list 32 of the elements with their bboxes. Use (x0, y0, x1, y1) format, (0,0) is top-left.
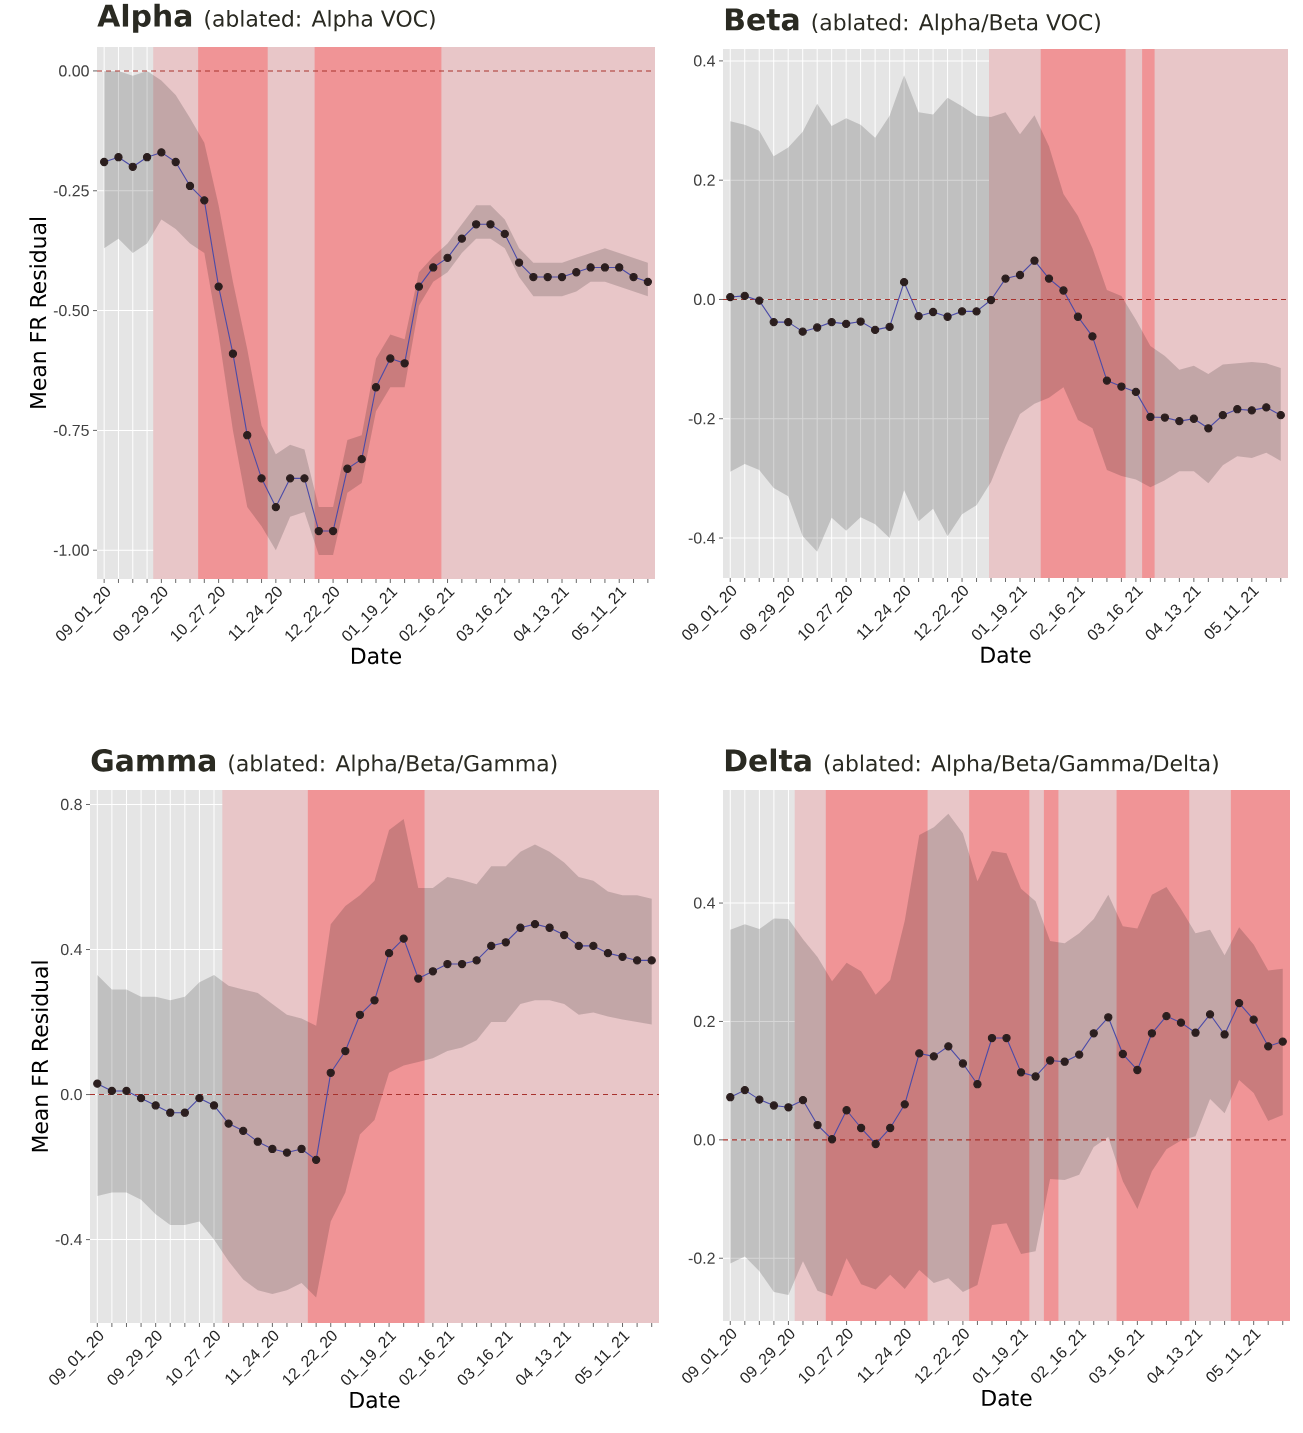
y-tick-label: -0.50 (53, 304, 89, 317)
y-axis-title: Mean FR Residual (29, 217, 47, 408)
chart-title: Gamma (91, 749, 216, 772)
y-tick-label: 0.2 (693, 174, 715, 186)
y-axis-title: Mean FR Residual (31, 961, 49, 1152)
y-tick-label: 0.00 (59, 65, 89, 77)
y-tick-label: 0.0 (60, 1088, 82, 1101)
x-axis-title: Date (981, 646, 1031, 664)
chart-subtitle: (ablated: Alpha VOC) (205, 9, 435, 32)
y-tick-label: -0.4 (55, 1233, 83, 1246)
y-tick-label: -0.2 (688, 1252, 715, 1264)
y-tick-label: -0.75 (53, 424, 89, 437)
chart-title: Delta (725, 748, 811, 772)
chart-title: Alpha (97, 3, 192, 33)
y-tick-label: 0.8 (60, 798, 82, 811)
x-axis-title: Date (351, 647, 402, 665)
y-tick-label: 0.0 (693, 1134, 715, 1146)
y-tick-label: -0.25 (53, 185, 89, 197)
y-tick-label: -0.2 (688, 413, 715, 425)
chart-subtitle: (ablated: Alpha/Beta/Gamma) (229, 754, 557, 776)
chart-subtitle: (ablated: Alpha/Beta/Gamma/Delta) (824, 754, 1218, 776)
x-axis-title: Date (982, 1389, 1032, 1407)
y-tick-label: -0.4 (688, 532, 716, 544)
y-tick-label: -1.00 (53, 544, 89, 556)
y-tick-label: 0.4 (693, 897, 716, 909)
y-tick-label: 0.4 (60, 943, 83, 956)
y-tick-label: 0.2 (693, 1015, 715, 1028)
y-tick-label: 0.4 (693, 55, 716, 67)
chart-subtitle: (ablated: Alpha/Beta VOC) (812, 13, 1100, 35)
chart-title: Beta (725, 8, 799, 31)
x-axis-title: Date (350, 1391, 400, 1409)
y-tick-label: 0.0 (693, 293, 715, 306)
